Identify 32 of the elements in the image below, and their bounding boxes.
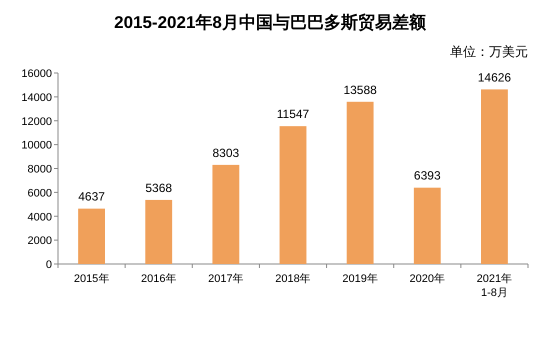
- y-tick-label: 10000: [21, 140, 52, 152]
- chart-title: 2015-2021年8月中国与巴巴多斯贸易差额: [114, 13, 427, 32]
- bar: [212, 164, 240, 264]
- data-label: 6393: [414, 168, 441, 183]
- x-tick-label: 2021年 1-8月: [476, 273, 512, 299]
- text: 单位：万美元: [450, 44, 528, 59]
- y-tick-label: 14000: [21, 92, 52, 104]
- data-label: 8303: [212, 146, 240, 160]
- x-tick-label: 2016年: [140, 273, 176, 285]
- data-label: 11547: [276, 107, 310, 122]
- y-tick-label: 0: [46, 259, 52, 271]
- y-tick-label: 2000: [28, 235, 52, 248]
- bar: [145, 200, 172, 264]
- bar: [280, 126, 306, 264]
- x-tick-label: 2018年: [275, 273, 311, 285]
- bar: [346, 102, 374, 264]
- data-label: 5368: [145, 180, 172, 195]
- x-tick-label: 2019年: [342, 273, 378, 285]
- data-label: 13588: [343, 82, 378, 97]
- x-tick-label: 2017年: [208, 273, 244, 285]
- y-tick-label: 12000: [21, 116, 52, 128]
- x-tick-label: 2020年: [410, 273, 446, 285]
- bar: [78, 208, 105, 264]
- bar: [481, 89, 508, 264]
- x-tick-label: 2015年: [74, 273, 110, 285]
- data-label: 14626: [478, 70, 512, 84]
- y-tick-label: 8000: [28, 164, 52, 176]
- y-tick-label: 16000: [21, 68, 52, 80]
- y-tick-label: 4000: [28, 211, 52, 224]
- y-tick-label: 6000: [28, 187, 52, 200]
- bar: [414, 188, 441, 264]
- data-label: 4637: [78, 190, 106, 204]
